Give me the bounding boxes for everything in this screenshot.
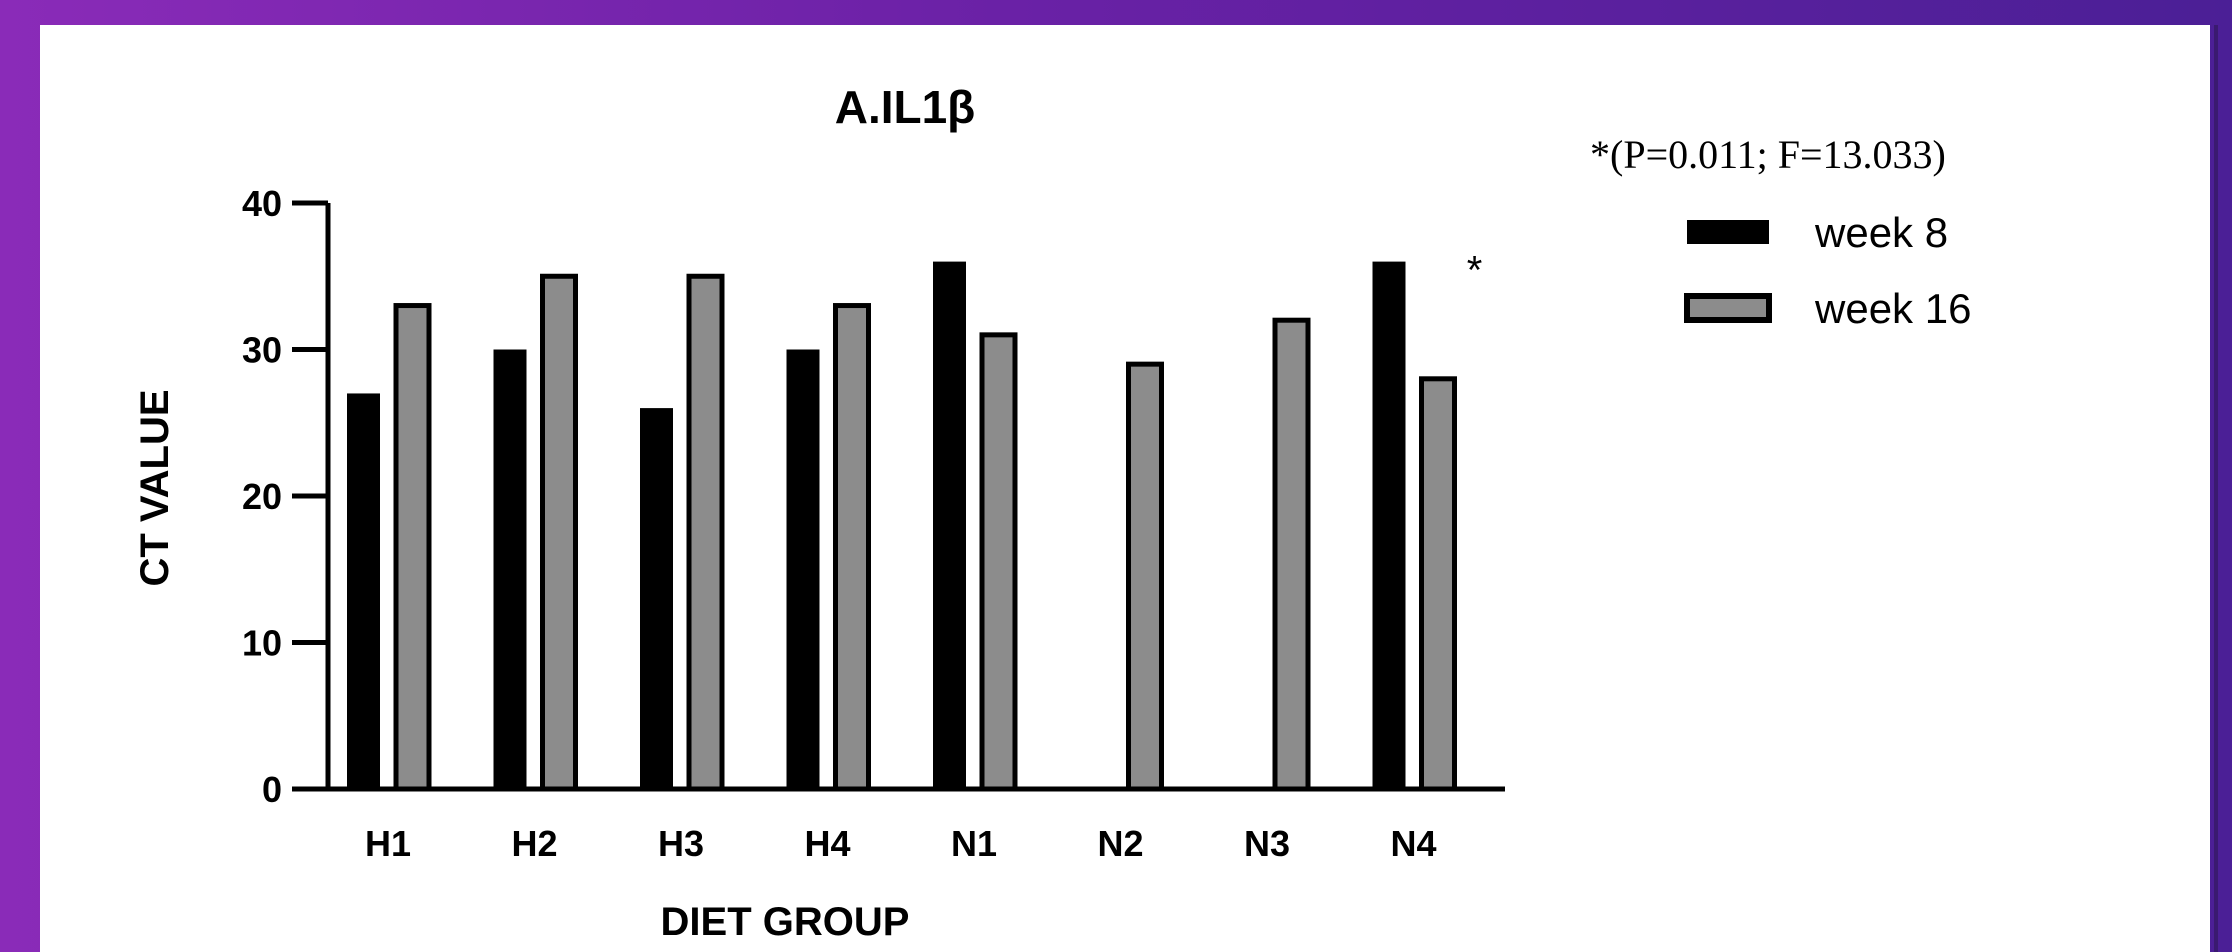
bar-week-8-H2	[493, 349, 527, 789]
bar-week-16-H3	[686, 273, 725, 792]
bar-week-16-H1	[393, 303, 432, 792]
legend-label: week 16	[1814, 285, 1971, 332]
x-tick-label: H3	[658, 823, 704, 864]
legend-label: week 8	[1814, 209, 1948, 256]
legend: week 8 week 16	[1684, 209, 1971, 332]
y-tick-label: 30	[242, 330, 282, 371]
chart-title: A.IL1β	[835, 81, 976, 133]
x-tick-label: N1	[951, 823, 997, 864]
bar-week-16-H4	[833, 303, 871, 792]
bar-week-16-N1	[979, 332, 1018, 792]
bar-week-8-N4	[1372, 261, 1406, 790]
bar-week-8-N1	[933, 261, 966, 790]
x-tick-label: H1	[365, 823, 411, 864]
y-tick-label: 40	[242, 183, 282, 224]
bar-week-8-H3	[640, 408, 673, 789]
x-axis: H1 H2 H3 H4 N1 N2 N3 N4	[326, 786, 1505, 864]
y-tick-label: 20	[242, 476, 282, 517]
bar-week-8-H1	[347, 393, 380, 789]
bars: *	[347, 249, 1483, 792]
bar-week-16-N3	[1272, 317, 1311, 792]
x-tick-label: N3	[1244, 823, 1290, 864]
x-tick-label: N2	[1097, 823, 1143, 864]
y-axis: 0 10 20 30 40	[242, 183, 331, 810]
bar-week-8-H4	[786, 349, 820, 789]
panel-edge	[2214, 25, 2218, 952]
significance-marker: *	[1467, 249, 1483, 293]
legend-swatch-week-16	[1684, 293, 1772, 323]
stat-note: *(P=0.011; F=13.033)	[1590, 132, 1946, 177]
legend-swatch-week-8	[1687, 220, 1769, 244]
y-tick-label: 0	[262, 769, 282, 810]
x-tick-label: N4	[1390, 823, 1436, 864]
x-tick-label: H2	[511, 823, 557, 864]
y-tick-label: 10	[242, 623, 282, 664]
y-axis-label: CT VALUE	[133, 389, 177, 586]
bar-week-16-N4	[1419, 376, 1457, 792]
bar-week-16-N2	[1126, 361, 1164, 792]
x-axis-label: DIET GROUP	[661, 900, 910, 944]
x-tick-label: H4	[804, 823, 850, 864]
bar-week-16-H2	[540, 273, 578, 792]
